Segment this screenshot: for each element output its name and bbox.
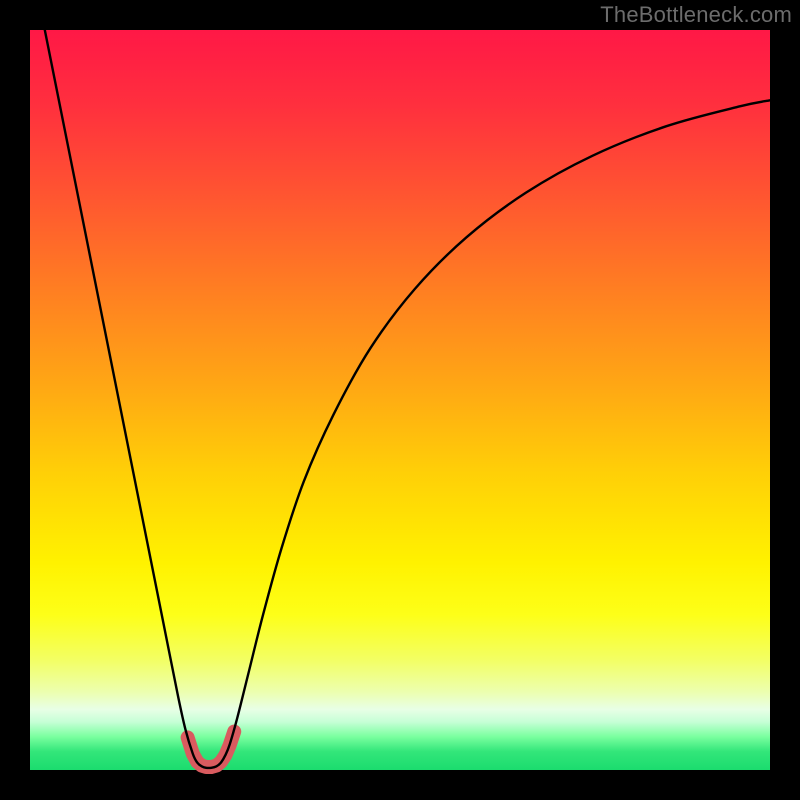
bottleneck-chart [0, 0, 800, 800]
chart-gradient-bg [30, 30, 770, 770]
watermark-text: TheBottleneck.com [600, 2, 792, 28]
chart-stage: TheBottleneck.com [0, 0, 800, 800]
